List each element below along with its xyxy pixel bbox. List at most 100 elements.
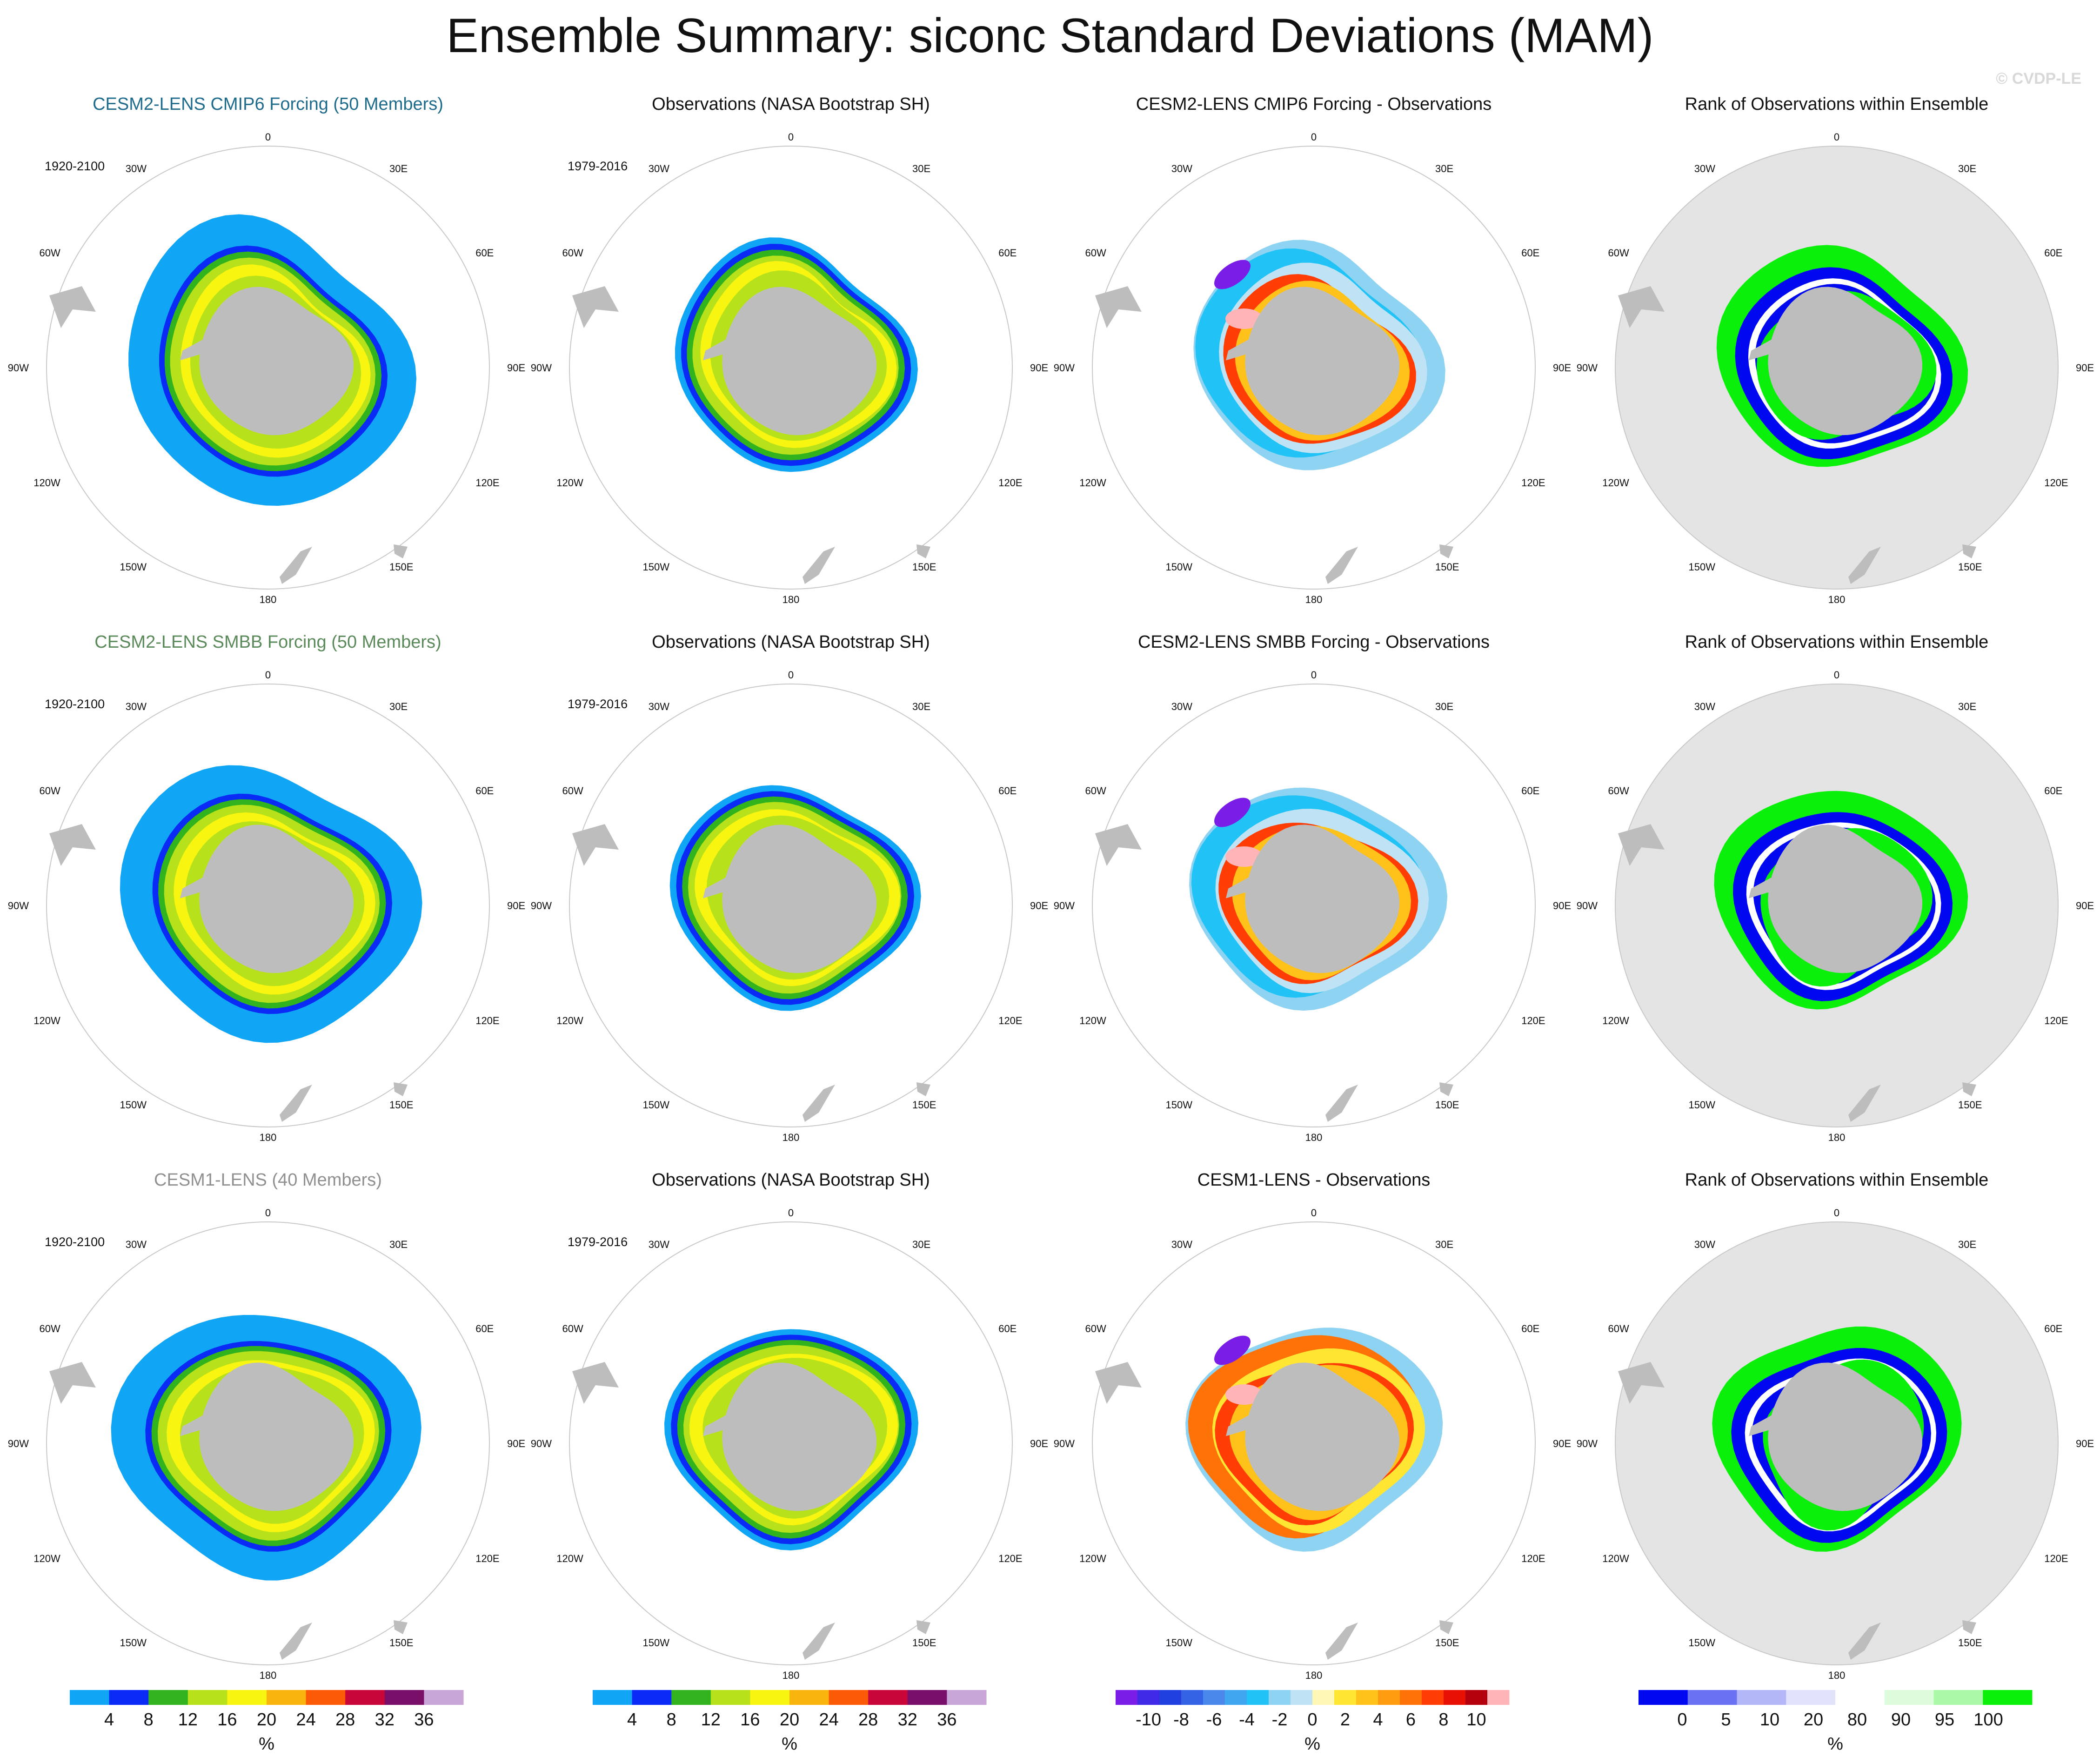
south-america-land: [1618, 1362, 1665, 1404]
lon-label-150E: 150E: [912, 561, 936, 573]
antarctic-peninsula-land: [1226, 874, 1255, 899]
lon-label-150W: 150W: [1166, 1637, 1193, 1649]
lon-label-120E: 120E: [2044, 1553, 2068, 1564]
antarctica-land: [722, 287, 877, 436]
lon-label-120E: 120E: [998, 1553, 1022, 1564]
tasmania-land: [1962, 1620, 1976, 1634]
panel-title: Observations (NASA Bootstrap SH): [652, 632, 930, 652]
lon-label-top: 0: [1834, 669, 1839, 681]
south-america-land: [49, 286, 96, 328]
colorbar-tick-label: 8: [144, 1710, 154, 1730]
lon-label-30W: 30W: [1694, 163, 1715, 174]
lon-label-150E: 150E: [389, 561, 413, 573]
colorbar-tick-label: 80: [1847, 1710, 1867, 1730]
lon-label-bottom: 180: [782, 594, 800, 605]
lon-label-bottom: 180: [1828, 594, 1846, 605]
colorbar-swatch: [306, 1690, 346, 1705]
panel-title: Observations (NASA Bootstrap SH): [652, 94, 930, 114]
lon-label-120E: 120E: [998, 477, 1022, 489]
colorbar-swatch: [227, 1690, 267, 1705]
lon-label-120E: 120E: [1521, 477, 1545, 489]
lon-label-bottom: 180: [260, 1132, 277, 1143]
colorbar-unit-label: %: [1827, 1734, 1843, 1754]
lon-label-150E: 150E: [1435, 1637, 1459, 1649]
panel-r0-c2: CESM2-LENS CMIP6 Forcing - Observations 0…: [1054, 94, 1571, 605]
panel-r2-c0: CESM1-LENS (40 Members) 1920-2100 0 180 30W 3…: [8, 1170, 525, 1681]
colorbar-tick-label: 36: [937, 1710, 956, 1730]
lon-label-120W: 120W: [33, 1553, 60, 1564]
colorbar-swatch: [1835, 1690, 1885, 1705]
colorbar-swatch: [1737, 1690, 1786, 1705]
new-zealand-land: [1848, 547, 1881, 584]
lon-label-120W: 120W: [1602, 1015, 1629, 1026]
panel-r2-c3: Rank of Observations within Ensemble 0 180…: [1577, 1170, 2094, 1681]
colorbar-tick-label: 20: [780, 1710, 799, 1730]
lon-label-90W: 90W: [8, 1438, 29, 1449]
lon-label-90E: 90E: [1030, 900, 1048, 912]
lon-label-150W: 150W: [1689, 1637, 1716, 1649]
lon-label-30E: 30E: [1435, 1239, 1453, 1250]
new-zealand-land: [280, 547, 312, 584]
panel-title: CESM2-LENS CMIP6 Forcing - Observations: [1136, 94, 1491, 114]
colorbar-swatch: [1422, 1690, 1444, 1705]
lon-label-90W: 90W: [8, 362, 29, 374]
lon-label-60W: 60W: [1085, 247, 1106, 259]
colorbar-swatch: [1312, 1690, 1335, 1705]
antarctic-peninsula-land: [180, 874, 209, 899]
lon-label-120E: 120E: [2044, 1015, 2068, 1026]
lon-label-30E: 30E: [912, 701, 930, 712]
colorbar-tick-label: 90: [1891, 1710, 1911, 1730]
colorbar-swatch: [1465, 1690, 1488, 1705]
colorbar-unit-label: %: [1304, 1734, 1320, 1754]
credit-watermark: © CVDP-LE: [1996, 70, 2081, 87]
panel-title: CESM2-LENS CMIP6 Forcing (50 Members): [93, 94, 443, 114]
colorbar-tick-label: 16: [217, 1710, 237, 1730]
colorbar-swatch: [1137, 1690, 1160, 1705]
lon-label-60W: 60W: [40, 1323, 60, 1335]
colorbar-tick-label: 32: [375, 1710, 395, 1730]
lon-label-top: 0: [1834, 131, 1839, 143]
colorbar-swatch: [1247, 1690, 1269, 1705]
lon-label-90W: 90W: [1577, 1438, 1598, 1449]
panel-title: CESM1-LENS (40 Members): [154, 1170, 382, 1190]
lon-label-150W: 150W: [1689, 561, 1716, 573]
colorbar-tick-label: 8: [1438, 1710, 1448, 1730]
antarctica-land: [1245, 287, 1400, 436]
tasmania-land: [1962, 1082, 1976, 1096]
lon-label-150W: 150W: [643, 1637, 670, 1649]
colorbar-swatch: [593, 1690, 633, 1705]
lon-label-90W: 90W: [8, 900, 29, 912]
south-america-land: [49, 824, 96, 866]
lon-label-30W: 30W: [1171, 1239, 1192, 1250]
period-label: 1920-2100: [45, 1235, 105, 1249]
lon-label-bottom: 180: [260, 594, 277, 605]
tasmania-land: [1962, 544, 1976, 558]
lon-label-150E: 150E: [912, 1637, 936, 1649]
lon-label-150W: 150W: [120, 561, 147, 573]
colorbar-swatch: [1225, 1690, 1247, 1705]
lon-label-120E: 120E: [998, 1015, 1022, 1026]
antarctic-peninsula-land: [703, 874, 732, 899]
lon-label-60E: 60E: [998, 785, 1017, 797]
colorbar-tick-label: 36: [414, 1710, 434, 1730]
south-america-land: [572, 824, 619, 866]
lon-label-120W: 120W: [1602, 477, 1629, 489]
lon-label-60E: 60E: [1521, 247, 1539, 259]
lon-label-bottom: 180: [1828, 1670, 1846, 1681]
panel-title: Rank of Observations within Ensemble: [1685, 1170, 1989, 1190]
colorbar-tick-label: 28: [335, 1710, 355, 1730]
lon-label-bottom: 180: [782, 1132, 800, 1143]
colorbar-tick-label: 5: [1721, 1710, 1731, 1730]
panel-title: Rank of Observations within Ensemble: [1685, 632, 1989, 652]
lon-label-120E: 120E: [475, 1015, 499, 1026]
panel-title: CESM2-LENS SMBB Forcing (50 Members): [94, 632, 441, 652]
panel-r1-c0: CESM2-LENS SMBB Forcing (50 Members) 1920…: [8, 632, 525, 1143]
colorbar-swatch: [1116, 1690, 1138, 1705]
diff-negative-patch: [1214, 1335, 1251, 1365]
lon-label-top: 0: [1834, 1207, 1839, 1219]
colorbar-swatch: [267, 1690, 307, 1705]
antarctica-land: [1768, 825, 1923, 973]
lon-label-150W: 150W: [120, 1099, 147, 1111]
lon-label-60E: 60E: [998, 247, 1017, 259]
lon-label-bottom: 180: [1305, 1670, 1323, 1681]
